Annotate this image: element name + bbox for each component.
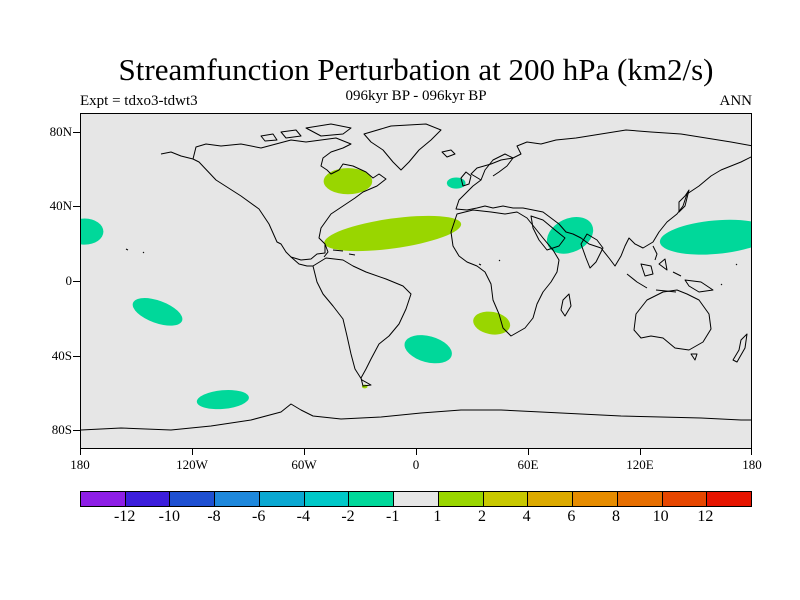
coast-britain: [460, 171, 472, 187]
colorbar-label: -4: [296, 508, 310, 525]
coast-eurasia: [455, 129, 751, 267]
map-panel: [80, 113, 752, 449]
colorbar-swatch: [617, 492, 663, 506]
coastlines: [81, 123, 751, 431]
coast-caribbean: [332, 249, 356, 256]
colorbar-swatch: [125, 492, 171, 506]
coast-central-america: [290, 256, 313, 267]
coast-tasmania: [690, 353, 698, 361]
coast-new-guinea: [684, 279, 714, 293]
coast-antarctica: [81, 403, 751, 431]
lon-tick: [751, 449, 752, 455]
coast-japan: [678, 189, 690, 213]
anomaly-layer: [81, 168, 751, 410]
anomaly-southeast-pacific: [196, 390, 249, 410]
coast-alaska: [160, 151, 194, 160]
anomaly-south-atlantic: [404, 335, 452, 364]
lon-label: 180: [742, 457, 762, 472]
colorbar-label: 2: [478, 508, 486, 525]
coast-north-america: [192, 137, 387, 261]
experiment-label: Expt = tdxo3-tdwt3: [80, 93, 198, 109]
lon-label: 60E: [517, 457, 539, 472]
colorbar-label: -6: [251, 508, 266, 525]
plot-title: Streamfunction Perturbation at 200 hPa (…: [118, 52, 714, 87]
anomaly-north-pacific-east: [81, 218, 104, 245]
colorbar-swatch: [483, 492, 529, 506]
lon-tick: [304, 449, 305, 455]
coast-new-zealand: [732, 333, 748, 363]
anomaly-southern-africa: [473, 311, 511, 335]
coast-arabia: [530, 215, 566, 251]
lat-label: 80S: [51, 422, 72, 438]
coast-arctic-islands: [260, 123, 352, 142]
colorbar-swatch: [438, 492, 484, 506]
coast-iceland: [441, 149, 456, 158]
colorbar-label: -1: [385, 508, 400, 525]
colorbar-label: 1: [433, 508, 442, 525]
coast-philippines: [652, 245, 658, 261]
colorbar-label: -2: [341, 508, 355, 525]
coast-greenland: [363, 123, 442, 171]
colorbar-label: 4: [522, 508, 531, 525]
colorbar-swatch: [707, 492, 752, 506]
lat-label: 80N: [49, 123, 72, 139]
lon-label: 0: [412, 457, 420, 472]
anomaly-west-pacific: [659, 219, 751, 255]
lat-label: 0: [65, 273, 73, 288]
colorbar: [80, 491, 752, 507]
lat-tick: [73, 206, 80, 208]
lon-label: 120E: [626, 457, 654, 472]
colorbar-label: -10: [158, 508, 180, 525]
lat-tick: [73, 281, 80, 282]
colorbar-swatch: [304, 492, 350, 506]
season-label: ANN: [719, 93, 753, 109]
colorbar-label: -8: [207, 508, 221, 525]
coast-africa: [450, 209, 560, 337]
lon-tick: [80, 449, 81, 455]
lat-tick: [73, 355, 80, 357]
lon-tick: [192, 449, 193, 455]
lon-label: 180: [70, 457, 90, 472]
lon-tick: [528, 449, 529, 455]
colorbar-swatch: [259, 492, 305, 506]
coast-florida: [323, 243, 329, 258]
colorbar-swatch: [349, 492, 395, 506]
anomaly-north-atlantic: [323, 168, 373, 195]
colorbar-label: 10: [652, 508, 669, 525]
coast-india: [580, 233, 604, 269]
colorbar-swatch: [81, 492, 126, 506]
lon-label: 120W: [176, 457, 208, 472]
lon-label: 60W: [291, 457, 317, 472]
lat-label: 40N: [49, 198, 72, 214]
colorbar-label: 6: [567, 508, 576, 525]
colorbar-swatch: [573, 492, 618, 506]
colorbar-swatch: [215, 492, 260, 506]
colorbar-swatch: [662, 492, 708, 506]
coast-madagascar: [560, 293, 572, 317]
lat-label: 40S: [51, 347, 72, 363]
anomaly-europe-small: [446, 177, 466, 189]
coast-small-islands: [125, 248, 738, 286]
coast-australia: [633, 289, 712, 351]
anomaly-north-africa-atlantic: [324, 215, 462, 252]
lon-tick: [416, 449, 417, 455]
lon-tick: [640, 449, 641, 455]
coast-south-america: [312, 257, 412, 387]
colorbar-label: 12: [697, 508, 714, 525]
colorbar-swatch: [394, 492, 439, 506]
world-map: [81, 123, 751, 431]
period-label: 096kyr BP - 096kyr BP: [345, 88, 487, 104]
coast-indonesia: [626, 258, 682, 293]
lat-tick: [73, 131, 80, 133]
colorbar-label: -12: [113, 508, 136, 525]
colorbar-label: 8: [612, 508, 620, 525]
lat-tick: [73, 430, 80, 432]
colorbar-swatch: [528, 492, 574, 506]
colorbar-swatch: [170, 492, 216, 506]
coast-scandinavia: [480, 153, 514, 181]
anomaly-south-pacific: [132, 298, 183, 326]
